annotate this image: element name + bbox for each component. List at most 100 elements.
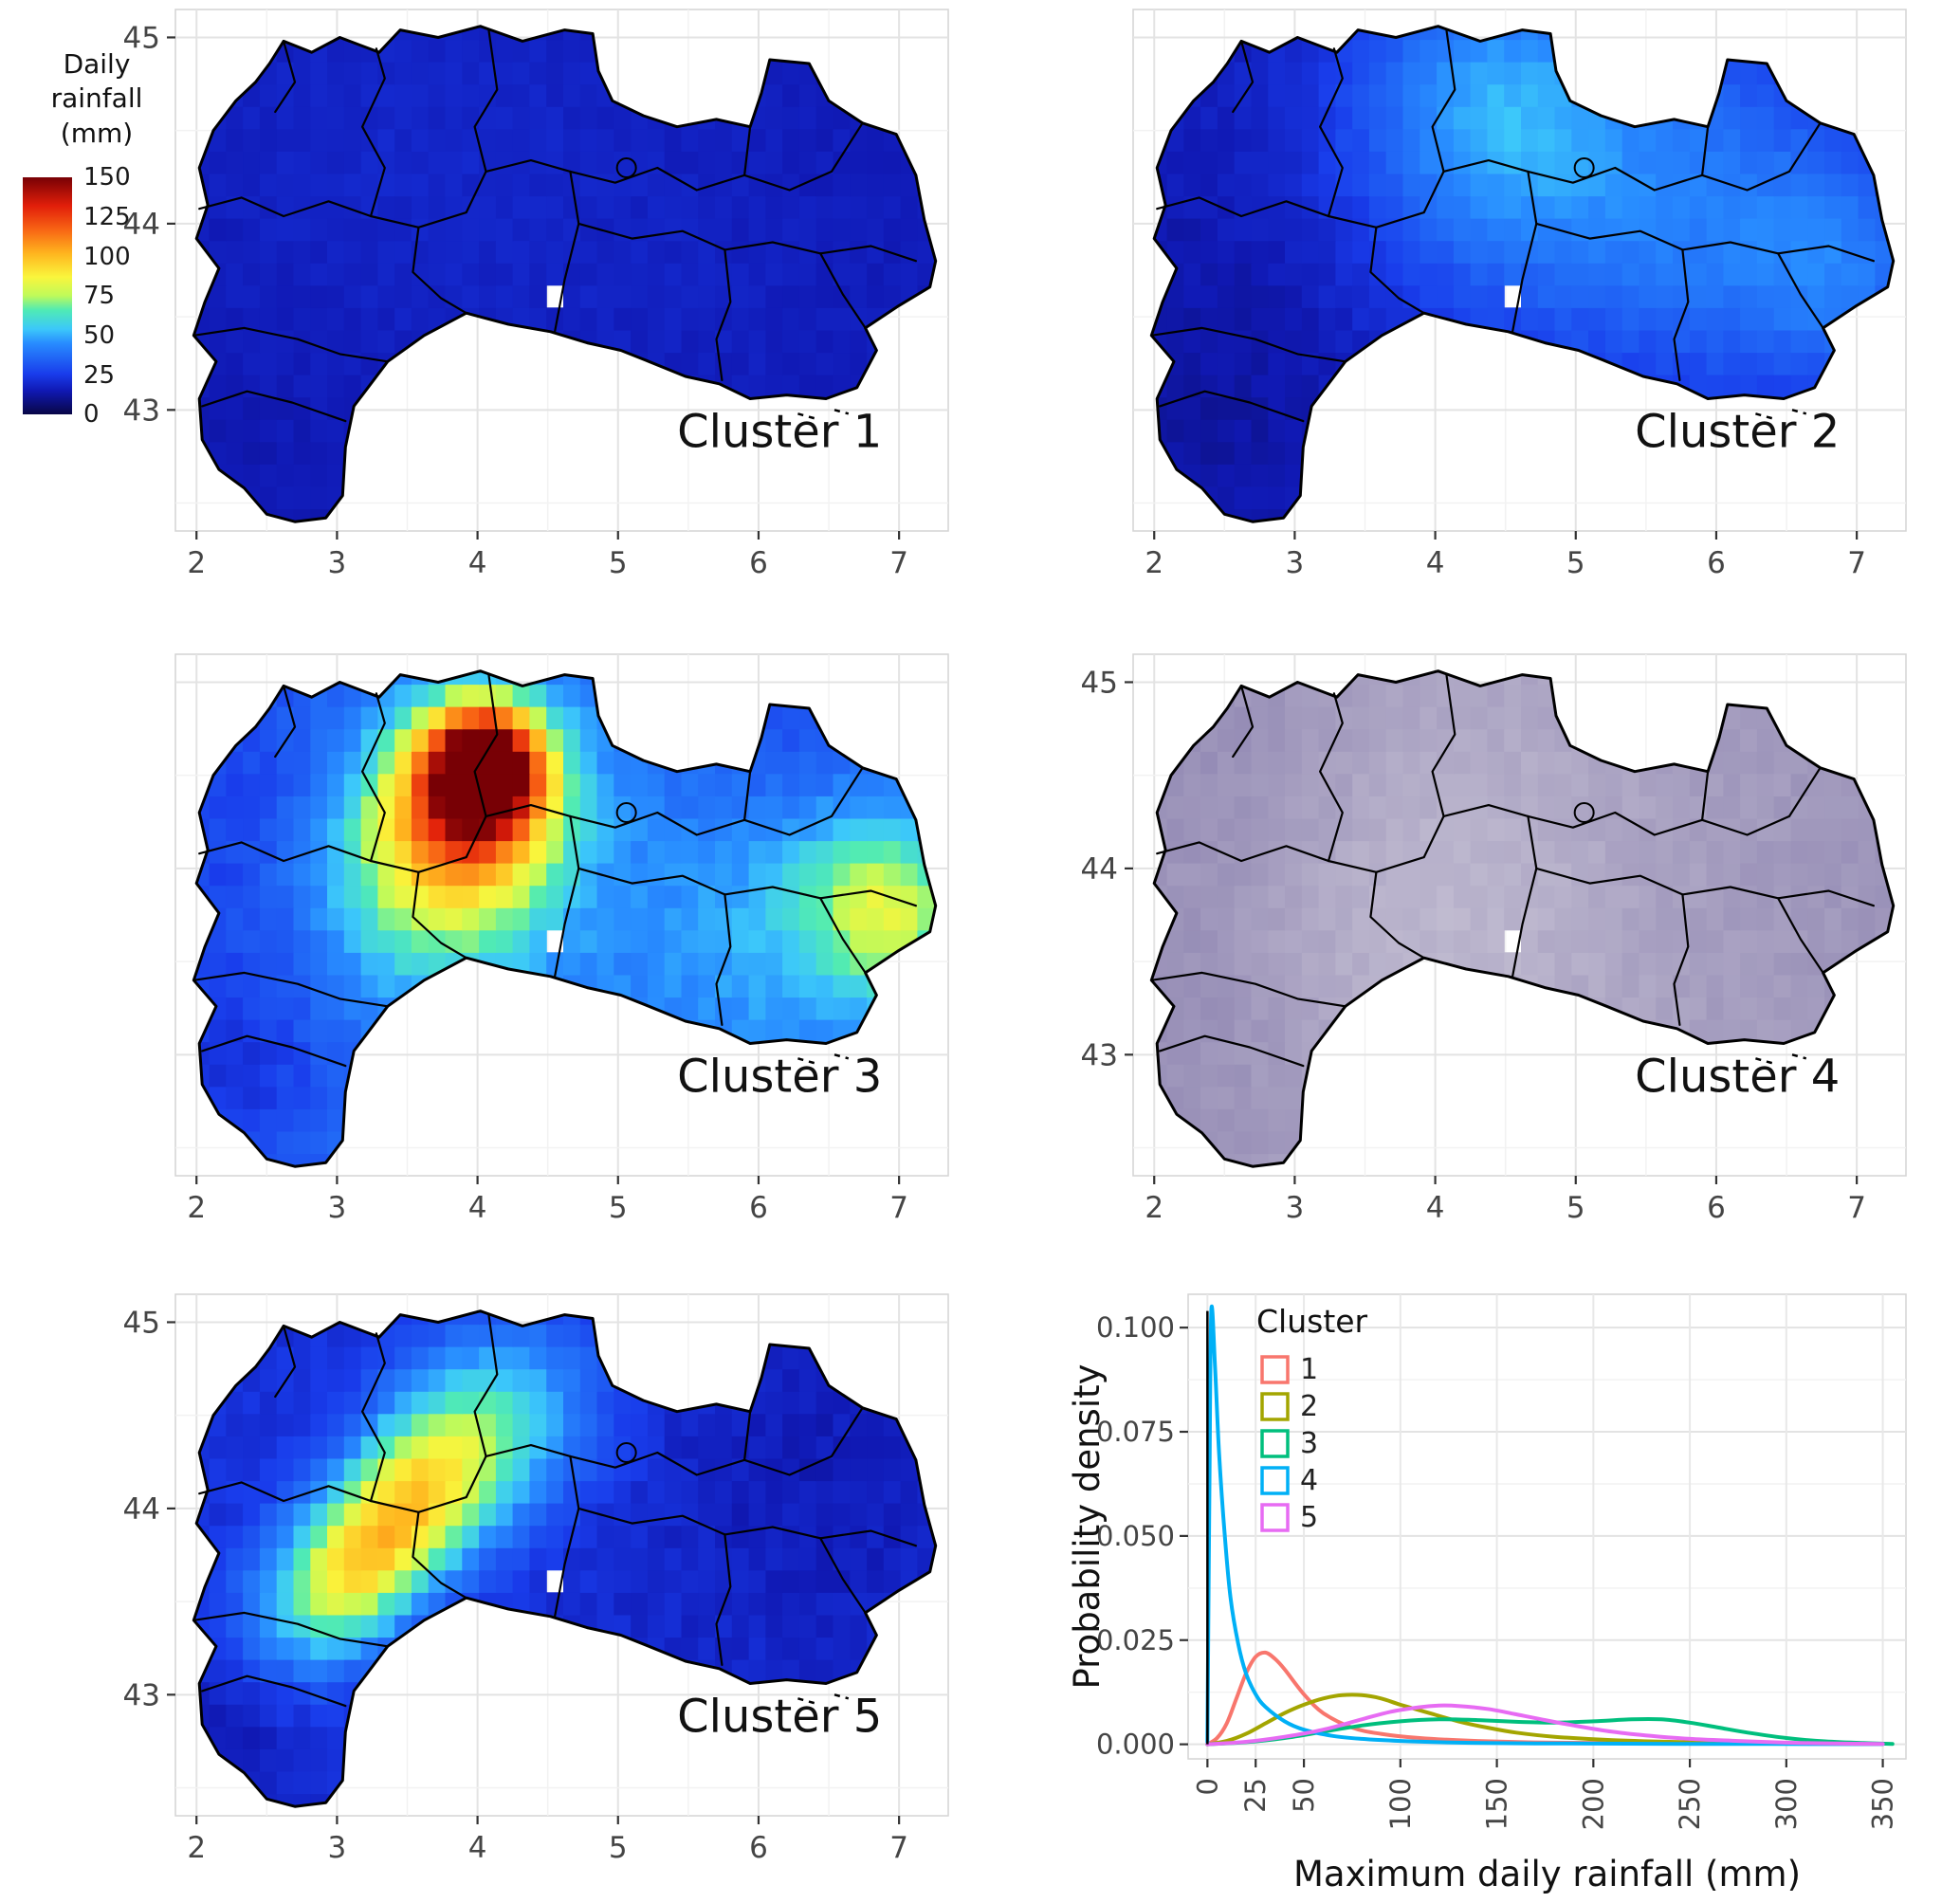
legend-key — [1260, 1503, 1290, 1532]
department-borders — [1150, 28, 1875, 423]
legend-entry-label: 2 — [1300, 1390, 1318, 1423]
x-tick-label: 7 — [1847, 546, 1866, 580]
department-borders — [192, 1313, 917, 1708]
y-tick-label: 44 — [123, 208, 160, 242]
map-cluster-3: 2 3 4 5 6 7 Cluster 3 — [174, 653, 949, 1225]
density-curve-4 — [1205, 1304, 1885, 1747]
x-tick-label: 2 — [1145, 1191, 1163, 1225]
panel-background — [1187, 1293, 1907, 1760]
x-tick-label: 5 — [609, 1831, 628, 1865]
y-tick-label: 45 — [1081, 666, 1118, 700]
density-legend: Cluster 1 2 3 4 5 — [1256, 1303, 1368, 1534]
y-tick-label: 43 — [123, 1678, 160, 1712]
legend-entry-label: 3 — [1300, 1427, 1318, 1460]
x-tick-label: 4 — [468, 546, 487, 580]
x-tick-label: 2 — [1145, 546, 1163, 580]
colorbar-tick-label: 100 — [83, 242, 131, 271]
region-outline — [192, 25, 938, 523]
x-tick-label: 5 — [609, 546, 628, 580]
x-tick-label: 7 — [889, 1191, 908, 1225]
x-tick-label: 3 — [328, 1831, 347, 1865]
y-tick-label: 45 — [123, 1306, 160, 1340]
colorbar-gradient — [23, 177, 72, 415]
cluster-label: Cluster 2 — [1635, 406, 1840, 459]
x-tick-label: 7 — [889, 1831, 908, 1865]
x-tick-label: 6 — [749, 546, 768, 580]
x-tick-label: 350 — [1867, 1778, 1899, 1830]
legend-title: Cluster — [1256, 1303, 1368, 1340]
colorbar-tick-label: 25 — [83, 360, 116, 390]
x-tick-label: 6 — [1707, 1191, 1726, 1225]
density-curves — [1205, 1304, 1895, 1747]
map-cluster-2: 2 3 4 5 6 7 Cluster 2 — [1132, 9, 1907, 580]
x-tick-label: 3 — [1286, 1191, 1305, 1225]
x-tick-label: 3 — [328, 546, 347, 580]
enclave-outline — [615, 801, 637, 823]
x-tick-label: 250 — [1674, 1778, 1706, 1830]
department-borders — [192, 673, 917, 1068]
region-outline — [192, 1309, 938, 1808]
x-tick-label: 3 — [328, 1191, 347, 1225]
x-tick-label: 200 — [1577, 1778, 1609, 1830]
legend-entry-label: 5 — [1300, 1501, 1318, 1534]
enclave-outline — [1573, 156, 1595, 178]
x-tick-label: 50 — [1288, 1778, 1320, 1813]
y-tick-label: 0.100 — [1096, 1311, 1175, 1344]
cluster-label: Cluster 3 — [677, 1051, 882, 1104]
x-tick-label: 6 — [749, 1831, 768, 1865]
y-axis-title: Probability density — [1067, 1363, 1108, 1689]
x-tick-label: 6 — [1707, 546, 1726, 580]
colorbar-tick-label: 150 — [83, 163, 131, 192]
x-tick-label: 4 — [1426, 546, 1445, 580]
x-tick-label: 300 — [1770, 1778, 1803, 1830]
y-tick-label: 43 — [1081, 1038, 1118, 1072]
colorbar-tick-label: 50 — [83, 320, 116, 350]
x-tick-label: 6 — [749, 1191, 768, 1225]
colorbar-title-line2: (mm) — [60, 117, 134, 149]
density-curve-2 — [1205, 1693, 1885, 1747]
x-tick-label: 100 — [1384, 1778, 1417, 1830]
cluster-label: Cluster 1 — [677, 406, 882, 459]
y-tick-label: 43 — [123, 393, 160, 428]
daily-rainfall-colorbar: Daily rainfall (mm) 150 125 100 75 50 25 0 — [13, 47, 180, 433]
x-tick-label: 5 — [1566, 1191, 1585, 1225]
x-tick-label: 7 — [889, 546, 908, 580]
y-tick-label: 0.050 — [1096, 1520, 1175, 1552]
legend-entry-label: 1 — [1300, 1353, 1318, 1386]
y-tick-label: 0.025 — [1096, 1624, 1175, 1656]
axis-labels: 2 3 4 5 6 7 — [1145, 531, 1866, 580]
y-tick-label: 0.000 — [1096, 1729, 1175, 1761]
legend-key — [1260, 1466, 1290, 1495]
y-tick-label: 45 — [123, 21, 160, 55]
x-tick-label: 4 — [1426, 1191, 1445, 1225]
y-tick-label: 44 — [123, 1492, 160, 1527]
x-tick-label: 150 — [1481, 1778, 1513, 1830]
enclave-outline — [615, 156, 637, 178]
colorbar-tick-label: 125 — [83, 202, 131, 231]
region-outline — [1149, 25, 1896, 523]
colorbar-tick-label: 75 — [83, 282, 116, 311]
department-borders — [192, 28, 917, 423]
enclave-outline — [615, 1441, 637, 1463]
colorbar-body: 150 125 100 75 50 25 0 — [13, 165, 180, 433]
x-tick-label: 4 — [468, 1191, 487, 1225]
x-tick-label: 25 — [1239, 1778, 1272, 1813]
x-tick-label: 3 — [1286, 546, 1305, 580]
colorbar-title-line1: Daily rainfall — [50, 48, 143, 115]
x-tick-label: 5 — [609, 1191, 628, 1225]
cluster-label: Cluster 4 — [1635, 1051, 1840, 1104]
y-tick-label: 0.075 — [1096, 1416, 1175, 1448]
density-curve-5 — [1205, 1703, 1885, 1747]
colorbar-tick-label: 0 — [83, 400, 100, 430]
legend-key — [1260, 1429, 1290, 1458]
region-outline — [192, 669, 938, 1168]
colorbar-title: Daily rainfall (mm) — [13, 47, 180, 151]
